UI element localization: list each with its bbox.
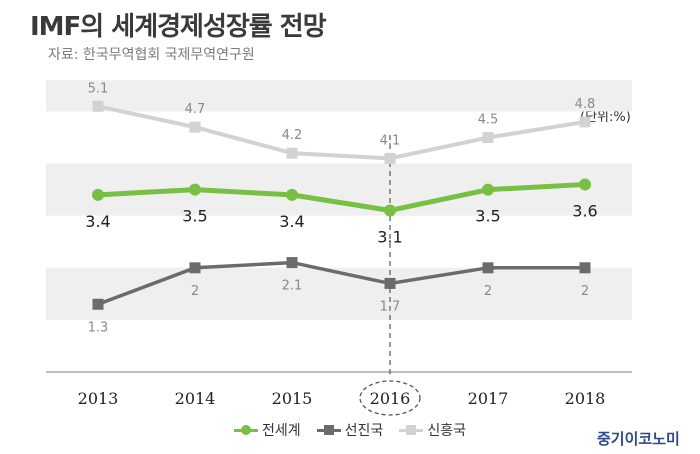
unit-label: (단위:%)	[580, 110, 631, 125]
data-label-emerging: 4.7	[185, 102, 206, 117]
legend-dot-emerging	[406, 425, 417, 435]
background-band	[46, 267, 632, 320]
data-point-advanced	[579, 262, 591, 274]
legend-dot-advanced	[323, 425, 334, 435]
data-point-emerging	[189, 121, 201, 133]
data-point-world	[189, 183, 201, 196]
data-label-world: 3.5	[475, 207, 500, 226]
data-label-advanced: 2	[484, 284, 492, 299]
legend-item-emerging: 신흥국	[399, 420, 466, 440]
data-label-emerging: 4.2	[282, 128, 303, 143]
x-tick-label: 2017	[468, 389, 509, 408]
chart-source: 자료: 한국무역협회 국제무역연구원	[48, 47, 255, 63]
series-line-emerging	[97, 104, 586, 161]
data-point-advanced	[482, 262, 494, 274]
data-label-world: 3.1	[377, 227, 402, 246]
data-point-world	[482, 183, 494, 196]
series-line-advanced	[97, 260, 585, 306]
legend-marker-world	[234, 424, 259, 436]
data-point-world	[384, 204, 396, 217]
data-label-world: 3.6	[572, 201, 597, 220]
legend-marker-advanced	[316, 424, 341, 436]
background-band	[46, 80, 632, 112]
data-label-emerging: 4.8	[575, 97, 596, 112]
data-point-advanced	[189, 262, 201, 274]
data-point-emerging	[579, 116, 591, 128]
data-point-advanced	[286, 257, 298, 269]
legend-label-emerging: 신흥국	[427, 423, 466, 439]
data-label-emerging: 4.5	[478, 113, 499, 128]
data-point-advanced	[384, 277, 396, 289]
legend-label-world: 전세계	[262, 423, 301, 439]
data-point-emerging	[286, 147, 298, 159]
brand-logo: 중기이코노미	[597, 430, 680, 448]
series-line-world	[97, 181, 586, 213]
data-label-world: 3.4	[85, 212, 110, 231]
x-tick-label: 2018	[565, 389, 606, 408]
x-tick-label: 2015	[272, 389, 313, 408]
data-point-emerging	[92, 100, 104, 112]
data-point-emerging	[482, 132, 494, 144]
chart-title: IMF의 세계경제성장률 전망	[30, 12, 327, 42]
x-tick-label: 2013	[78, 389, 119, 408]
data-label-advanced: 1.7	[380, 299, 401, 314]
data-label-advanced: 1.3	[88, 320, 109, 335]
legend-marker-emerging	[399, 424, 424, 436]
data-point-advanced	[92, 298, 104, 310]
data-point-world	[286, 188, 298, 201]
data-label-advanced: 2	[581, 284, 589, 299]
data-point-world	[92, 188, 104, 201]
data-point-emerging	[384, 152, 396, 164]
data-label-emerging: 5.1	[88, 81, 109, 96]
legend-label-advanced: 선진국	[344, 423, 384, 439]
x-tick-label: 2014	[175, 389, 216, 408]
data-label-advanced: 2.1	[282, 279, 303, 294]
data-point-world	[579, 178, 591, 191]
data-label-world: 3.4	[279, 212, 304, 231]
data-label-world: 3.5	[182, 207, 207, 226]
highlight-circle	[359, 380, 421, 416]
legend-item-world: 전세계	[234, 420, 301, 440]
data-label-emerging: 4.1	[380, 133, 401, 148]
legend-item-advanced: 선진국	[316, 420, 384, 440]
x-tick-label: 2016	[370, 389, 411, 408]
data-label-advanced: 2	[191, 284, 199, 299]
legend: 전세계 선진국 신흥국	[0, 420, 700, 440]
legend-dot-world	[241, 425, 252, 435]
background-band	[46, 163, 632, 216]
